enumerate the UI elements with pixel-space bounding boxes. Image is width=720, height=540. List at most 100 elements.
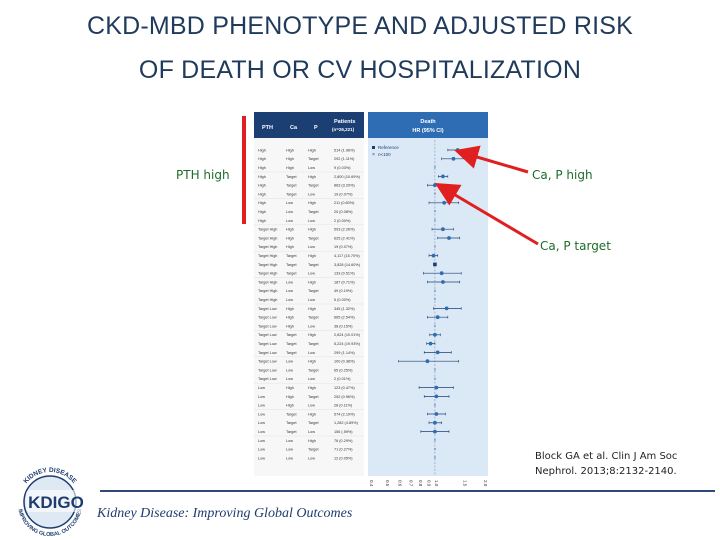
row-p: Low <box>308 272 315 276</box>
row-patients: 76 (0.29%) <box>334 439 353 443</box>
header-death: Death <box>420 119 436 125</box>
header-hr: HR (95% CI) <box>412 128 443 134</box>
row-ca: Target <box>286 333 297 337</box>
row-patients: 12 (0.05%) <box>334 456 353 460</box>
label-pth-high: PTH high <box>176 168 230 182</box>
row-p: Target <box>308 448 319 452</box>
citation-line2: Nephrol. 2013;8:2132-2140. <box>535 466 677 477</box>
row-p: High <box>308 148 316 152</box>
row-ca: High <box>286 395 294 399</box>
row-patients: 9 (0.03%) <box>334 166 351 170</box>
small-n-marker: × <box>433 456 436 462</box>
footer-rule <box>100 490 715 492</box>
legend-small-marker: × <box>372 152 375 158</box>
row-ca: Target <box>286 263 297 267</box>
row-ca: High <box>286 324 294 328</box>
hr-point <box>434 412 439 416</box>
row-ca: Low <box>286 448 293 452</box>
hr-point <box>447 236 451 240</box>
hr-point <box>451 156 456 161</box>
row-ca: Target <box>286 412 297 416</box>
slide-title-line1: CKD-MBD PHENOTYPE AND ADJUSTED RISK <box>87 12 633 40</box>
hr-point <box>431 253 436 258</box>
citation: Block GA et al. Clin J Am Soc Nephrol. 2… <box>535 449 677 479</box>
row-p: High <box>308 228 316 232</box>
header-ca: Ca <box>290 125 298 131</box>
row-ca: High <box>286 386 294 390</box>
row-pth: Low <box>258 430 265 434</box>
row-patients: 71 (0.27%) <box>334 448 353 452</box>
row-pth: Low <box>258 439 265 443</box>
x-tick-label: 2.0 <box>483 480 488 487</box>
row-patients: 514 (1.96%) <box>334 148 355 152</box>
hr-point <box>428 341 433 346</box>
row-ca: Target <box>286 175 297 179</box>
row-ca: High <box>286 166 294 170</box>
row-patients: 19 (0.07%) <box>334 192 353 196</box>
citation-line1: Block GA et al. Clin J Am Soc <box>535 451 678 462</box>
plot-header-band <box>368 112 488 138</box>
row-patients: 65 (0.25%) <box>334 368 353 372</box>
row-pth: Target Low <box>258 333 277 337</box>
row-pth: High <box>258 175 266 179</box>
row-patients: 2 (0.00%) <box>334 219 351 223</box>
hr-point <box>433 429 437 434</box>
row-ca: High <box>286 148 294 152</box>
row-p: Low <box>308 351 315 355</box>
x-tick-label: 0.7 <box>409 480 414 487</box>
row-patients: 19 (0.07%) <box>334 245 353 249</box>
small-n-marker: × <box>433 244 436 250</box>
row-ca: Target <box>286 351 297 355</box>
hr-point <box>425 359 430 364</box>
row-pth: High <box>258 148 266 152</box>
row-patients: 211 (0.80%) <box>334 201 355 205</box>
table-background <box>254 138 364 476</box>
label-ca-p-high: Ca, P high <box>532 168 593 182</box>
row-patients: 3,828 (14.60%) <box>334 263 361 267</box>
row-pth: Target High <box>258 254 277 258</box>
row-patients: 863 (3.29%) <box>334 184 355 188</box>
slide-title-line2: OF DEATH OR CV HOSPITALIZATION <box>138 56 582 84</box>
row-ca: Low <box>286 289 293 293</box>
header-patients: Patients <box>334 119 355 125</box>
hr-point <box>434 394 439 399</box>
row-patients: 2,624 (10.01%) <box>334 333 361 337</box>
row-patients: 28 (0.11%) <box>334 404 353 408</box>
small-n-marker: × <box>433 288 436 294</box>
row-p: Target <box>308 395 319 399</box>
header-patients-n: (n=26,221) <box>332 127 355 132</box>
row-p: Low <box>308 430 315 434</box>
row-p: Target <box>308 157 319 161</box>
row-pth: High <box>258 192 266 196</box>
row-pth: Target High <box>258 272 277 276</box>
row-p: High <box>308 307 316 311</box>
row-pth: High <box>258 184 266 188</box>
row-pth: Low <box>258 395 265 399</box>
row-p: High <box>308 201 316 205</box>
row-pth: Target High <box>258 280 277 284</box>
legend-small: n<100 <box>378 152 391 157</box>
row-patients: 20 (0.08%) <box>334 210 353 214</box>
small-n-marker: × <box>433 209 436 215</box>
row-ca: High <box>286 228 294 232</box>
small-n-marker: × <box>433 447 436 453</box>
row-patients: 156 (.59%) <box>334 430 353 434</box>
row-patients: 625 (2.41%) <box>334 236 355 240</box>
row-ca: Low <box>286 439 293 443</box>
row-pth: Low <box>258 448 265 452</box>
row-p: High <box>308 175 316 179</box>
row-p: High <box>308 412 316 416</box>
small-n-marker: × <box>433 368 436 374</box>
row-patients: 5 (0.00%) <box>334 298 351 302</box>
row-p: High <box>308 386 316 390</box>
row-patients: 187 (0.71%) <box>334 280 355 284</box>
row-pth: Target Low <box>258 307 277 311</box>
row-ca: Low <box>286 377 293 381</box>
hr-point <box>434 385 439 390</box>
small-n-marker: × <box>433 324 436 330</box>
row-ca: High <box>286 307 294 311</box>
row-p: Target <box>308 289 319 293</box>
hr-point <box>441 227 445 232</box>
hr-point <box>433 183 437 188</box>
row-pth: Target High <box>258 263 277 267</box>
